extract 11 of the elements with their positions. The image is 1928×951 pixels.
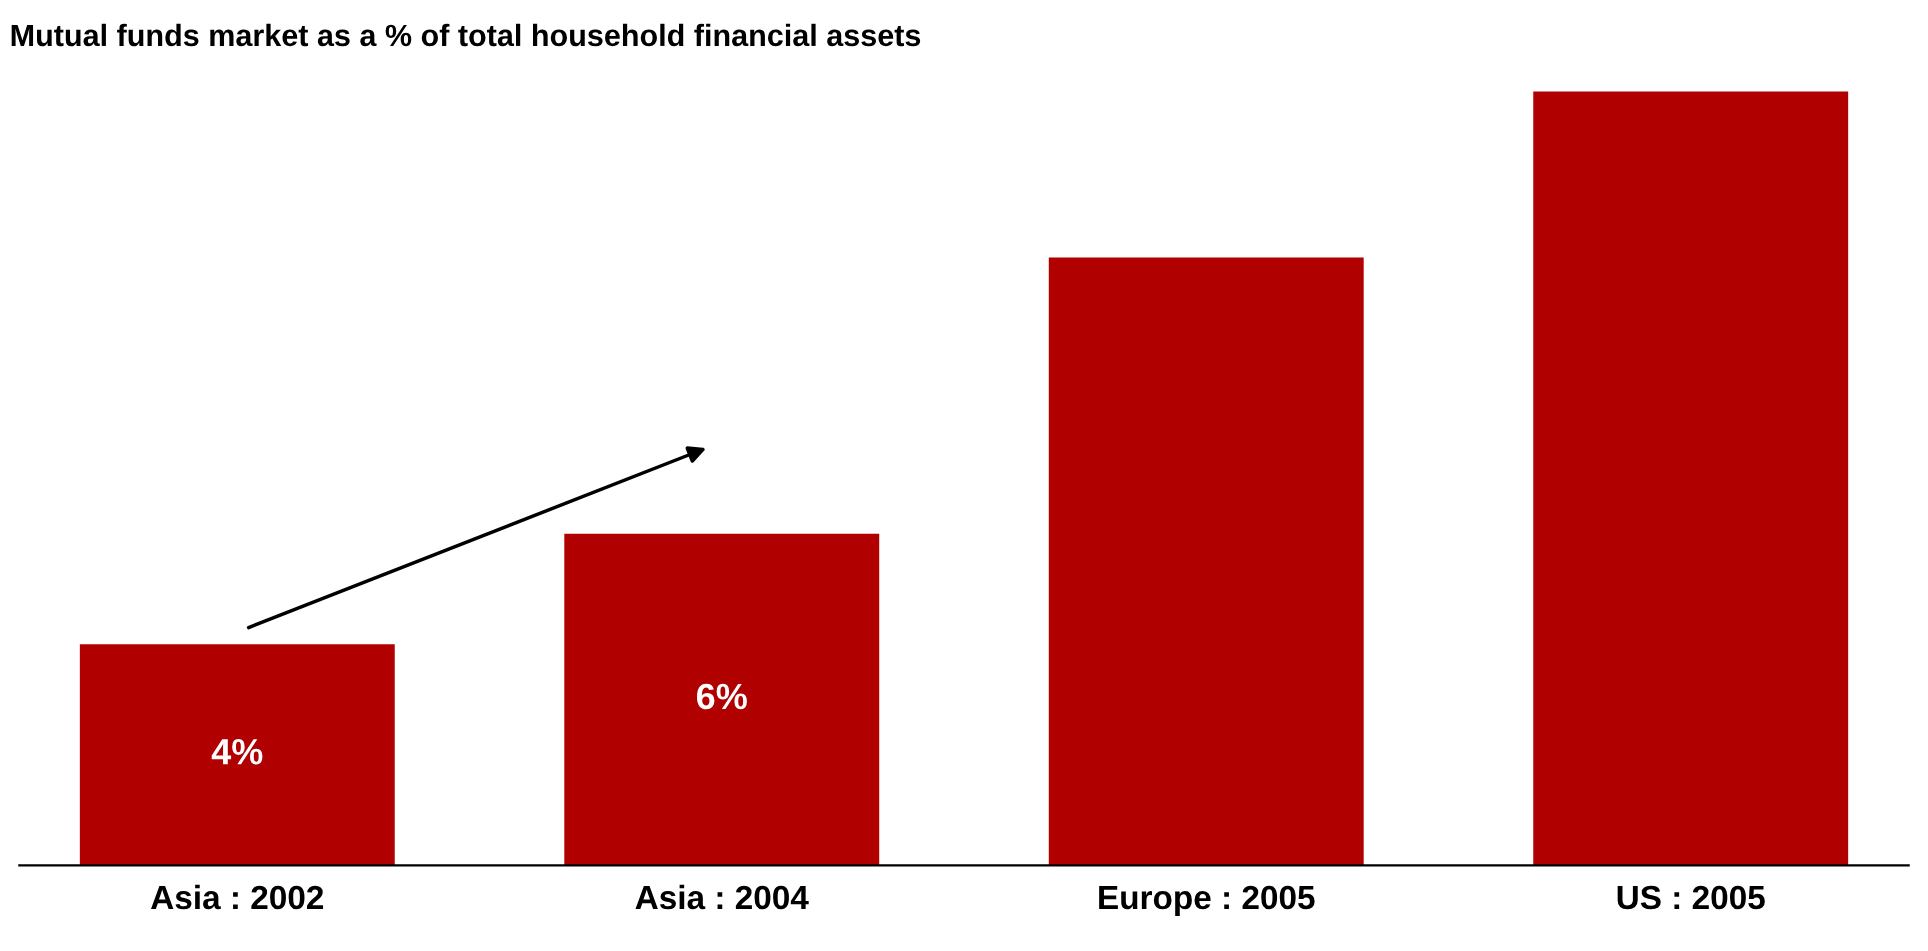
x-tick-label: Asia : 2002 xyxy=(151,884,324,910)
x-tick-label: Asia : 2004 xyxy=(635,884,809,910)
data-label: 6% xyxy=(696,683,747,710)
x-tick-label: US : 2005 xyxy=(1617,885,1765,910)
data-label: 4% xyxy=(211,739,263,765)
bar xyxy=(564,533,880,866)
bar xyxy=(79,644,395,866)
bar xyxy=(1533,91,1849,866)
chart-title: Mutual funds market as a % of total household financial assets xyxy=(11,23,921,47)
bar xyxy=(1048,257,1364,866)
x-tick-label: Europe : 2005 xyxy=(1099,885,1315,916)
